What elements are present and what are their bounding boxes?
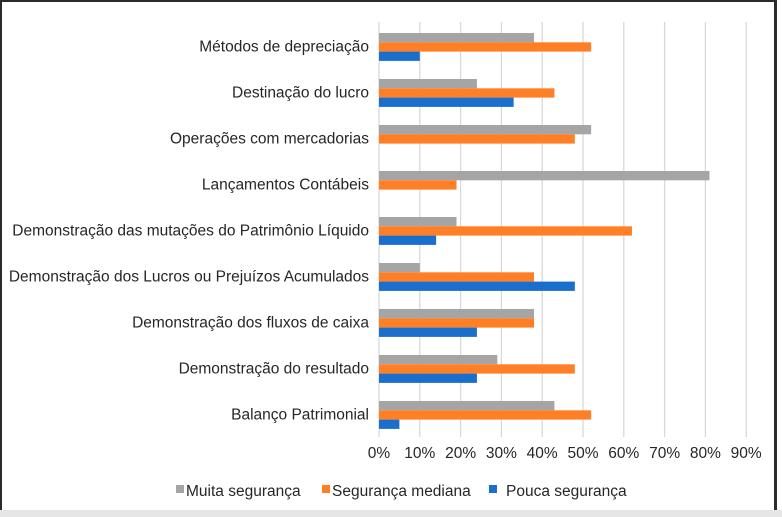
x-tick-labels: 0% 10% 20% 30% 40% 50% 60% 70% 80% 90% (368, 445, 762, 462)
category-label: Destinação do lucro (232, 85, 369, 102)
bar-muita-segurança (379, 171, 710, 181)
category-label: Demonstração das mutações do Patrimônio … (12, 223, 369, 240)
bar-pouca-segurança (379, 51, 420, 61)
bars (379, 33, 710, 429)
legend-label: Muita segurança (186, 483, 301, 500)
legend-item: Muita segurança (176, 483, 301, 500)
bar-pouca-segurança (379, 327, 477, 337)
bar-pouca-segurança (379, 419, 400, 429)
bar-muita-segurança (379, 33, 535, 43)
bar-segurança-mediana (379, 318, 535, 328)
category-label: Demonstração dos Lucros ou Prejuízos Acu… (9, 269, 369, 286)
bar-pouca-segurança (379, 281, 575, 291)
bar-segurança-mediana (379, 364, 575, 374)
legend-item: Pouca segurança (489, 483, 627, 500)
bar-segurança-mediana (379, 42, 592, 52)
category-label: Lançamentos Contábeis (202, 177, 369, 194)
legend-swatch (176, 485, 184, 493)
x-tick-label: 20% (445, 445, 476, 462)
bar-segurança-mediana (379, 134, 575, 144)
x-tick-label: 50% (567, 445, 598, 462)
x-tick-label: 80% (690, 445, 721, 462)
legend-swatch (322, 485, 330, 493)
bar-muita-segurança (379, 79, 477, 89)
x-tick-label: 10% (404, 445, 435, 462)
bar-segurança-mediana (379, 410, 592, 420)
bar-muita-segurança (379, 309, 535, 319)
bar-segurança-mediana (379, 272, 535, 282)
bar-segurança-mediana (379, 180, 457, 190)
bar-muita-segurança (379, 401, 555, 411)
category-label: Métodos de depreciação (199, 39, 369, 56)
category-label: Operações com mercadorias (170, 131, 369, 148)
x-tick-label: 70% (649, 445, 680, 462)
x-tick-label: 40% (527, 445, 558, 462)
x-tick-label: 30% (486, 445, 517, 462)
x-tick-label: 0% (368, 445, 391, 462)
category-label: Balanço Patrimonial (231, 407, 369, 424)
x-tick-label: 60% (608, 445, 639, 462)
bar-muita-segurança (379, 263, 420, 273)
category-labels: Métodos de depreciação Destinação do lucr… (9, 39, 370, 424)
bar-muita-segurança (379, 217, 457, 227)
legend-label: Pouca segurança (506, 483, 627, 500)
category-label: Demonstração dos fluxos de caixa (132, 315, 369, 332)
bar-pouca-segurança (379, 97, 514, 107)
bar-segurança-mediana (379, 88, 555, 98)
x-tick-label: 90% (731, 445, 762, 462)
legend-item: Segurança mediana (322, 483, 471, 500)
bar-muita-segurança (379, 355, 498, 365)
bar-segurança-mediana (379, 226, 632, 236)
category-label: Demonstração do resultado (179, 361, 369, 378)
legend-swatch (489, 485, 497, 493)
bar-muita-segurança (379, 125, 592, 135)
bottom-strip (0, 510, 782, 517)
bar-pouca-segurança (379, 235, 437, 245)
bar-pouca-segurança (379, 373, 477, 383)
legend-label: Segurança mediana (332, 483, 471, 500)
legend: Muita segurança Segurança mediana Pouca se… (176, 483, 627, 500)
